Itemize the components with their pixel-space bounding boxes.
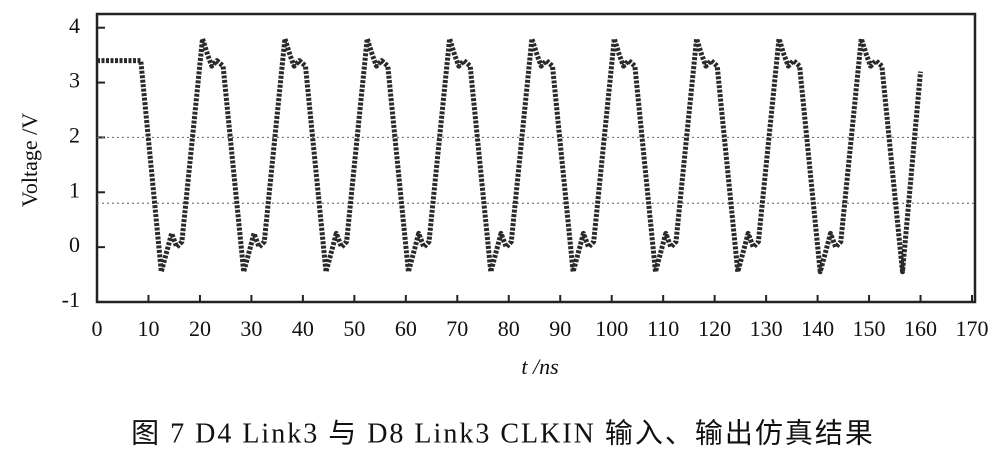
x-tick-label: 70 — [446, 316, 468, 341]
x-tick-label: 150 — [853, 316, 886, 341]
x-tick-label: 140 — [801, 316, 834, 341]
x-tick-label: 100 — [595, 316, 628, 341]
x-tick-label: 80 — [498, 316, 520, 341]
y-tick-label: -1 — [62, 287, 80, 312]
y-tick-label: 2 — [69, 122, 80, 147]
plot-frame — [95, 12, 977, 304]
x-tick-label: 160 — [904, 316, 937, 341]
x-tick-label: 130 — [750, 316, 783, 341]
x-tick-label: 0 — [92, 316, 103, 341]
x-axis-label: t /ns — [521, 354, 558, 379]
x-tick-label: 20 — [189, 316, 211, 341]
x-tick-label: 110 — [647, 316, 679, 341]
y-axis-label: Voltage /V — [17, 113, 42, 207]
y-tick-label: 1 — [69, 177, 80, 202]
x-tick-label: 60 — [395, 316, 417, 341]
x-tick-label: 90 — [549, 316, 571, 341]
x-tick-label: 10 — [137, 316, 159, 341]
y-tick-label: 3 — [69, 68, 80, 93]
x-tick-label: 30 — [240, 316, 262, 341]
y-tick-label: 0 — [69, 232, 80, 257]
x-tick-label: 120 — [698, 316, 731, 341]
y-tick-label: 4 — [69, 13, 80, 38]
x-tick-label: 170 — [956, 316, 989, 341]
x-tick-label: 40 — [292, 316, 314, 341]
waveform — [97, 36, 923, 275]
figure-caption: 图 7 D4 Link3 与 D8 Link3 CLKIN 输入、输出仿真结果 — [131, 417, 875, 449]
x-tick-label: 50 — [343, 316, 365, 341]
